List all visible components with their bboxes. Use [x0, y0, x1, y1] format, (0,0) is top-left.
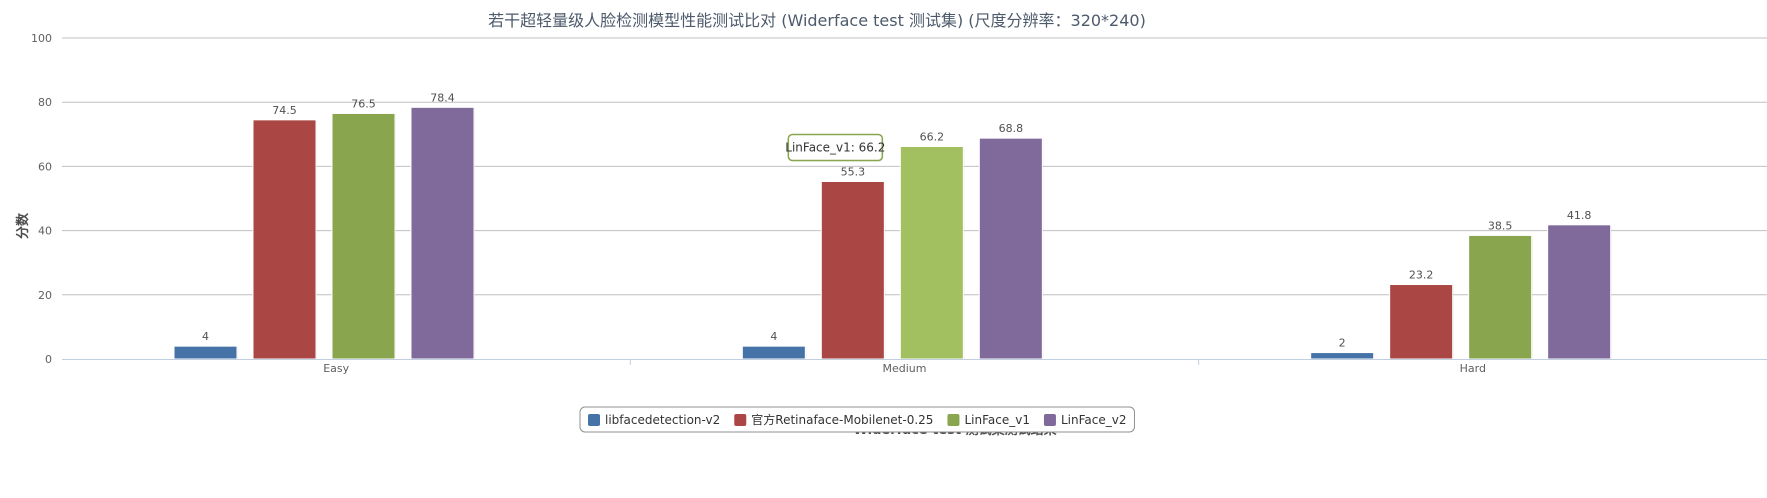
bar-hard-3[interactable]	[1547, 224, 1612, 360]
y-tick-label: 20	[38, 289, 52, 302]
bar-medium-0[interactable]	[741, 345, 806, 360]
data-label: 76.5	[351, 97, 376, 110]
x-axis: Easy Medium Hard	[62, 359, 1767, 375]
legend-swatch	[947, 414, 960, 426]
tooltip: LinFace_v1: 66.2	[785, 133, 885, 162]
legend[interactable]: libfacedetection-v2 官方Retinaface-Mobilene…	[579, 406, 1135, 433]
legend-box	[579, 406, 1135, 433]
bar-easy-3[interactable]	[410, 106, 475, 360]
x-tick-label: Easy	[323, 362, 349, 375]
bar-hard-0[interactable]	[1310, 352, 1375, 360]
y-tick-label: 40	[38, 225, 52, 238]
data-label: 74.5	[272, 104, 297, 117]
legend-label: libfacedetection-v2	[605, 413, 720, 427]
legend-item[interactable]: LinFace_v2	[1043, 413, 1127, 427]
legend-item[interactable]: 官方Retinaface-Mobilenet-0.25	[734, 412, 933, 427]
data-label: 4	[202, 330, 209, 343]
y-axis-title: 分数	[15, 212, 31, 239]
data-label: 38.5	[1488, 219, 1513, 232]
tooltip-text: LinFace_v1: 66.2	[785, 140, 885, 154]
y-tick-label: 60	[38, 160, 52, 173]
y-axis-ticks: 0 20 40 60 80 100	[31, 32, 52, 366]
bar-easy-1[interactable]	[252, 119, 317, 360]
x-tick-label: Hard	[1460, 362, 1486, 375]
bar-medium-1[interactable]	[820, 180, 885, 360]
y-tick-label: 80	[38, 96, 52, 109]
data-label: 68.8	[999, 122, 1024, 135]
data-label: 66.2	[920, 130, 945, 143]
legend-swatch	[588, 414, 600, 426]
bar-medium-3[interactable]	[978, 137, 1043, 360]
tooltip-box	[787, 133, 884, 162]
bar-medium-2[interactable]	[899, 145, 964, 360]
bar-easy-0[interactable]	[173, 345, 238, 360]
data-label: 4	[770, 330, 777, 343]
legend-label: LinFace_v2	[1061, 413, 1127, 427]
x-tick-label: Medium	[883, 362, 927, 375]
y-tick-label: 0	[45, 353, 52, 366]
data-labels: 4 74.5 76.5 78.4 4 55.3 66.2 68.8 2 23.2 38.5 41.8	[202, 91, 1591, 349]
bar-easy-2[interactable]	[331, 112, 396, 360]
legend-label: LinFace_v1	[964, 413, 1030, 427]
chart-title: 若干超轻量级人脸检测模型性能测试比对 (Widerface test 测试集) …	[488, 11, 1146, 30]
legend-label: 官方Retinaface-Mobilenet-0.25	[751, 412, 933, 427]
legend-item[interactable]: LinFace_v1	[947, 413, 1030, 427]
legend-item[interactable]: libfacedetection-v2	[588, 413, 720, 427]
data-label: 23.2	[1409, 269, 1434, 282]
data-label: 41.8	[1567, 209, 1592, 222]
bar-hard-2[interactable]	[1468, 234, 1533, 360]
data-label: 78.4	[430, 91, 455, 104]
y-tick-label: 100	[31, 32, 52, 45]
data-label: 2	[1339, 337, 1346, 350]
data-label: 55.3	[841, 165, 866, 178]
legend-swatch	[1043, 414, 1056, 426]
bars[interactable]	[173, 106, 1612, 360]
legend-swatch	[734, 414, 747, 426]
bar-hard-1[interactable]	[1389, 284, 1454, 360]
